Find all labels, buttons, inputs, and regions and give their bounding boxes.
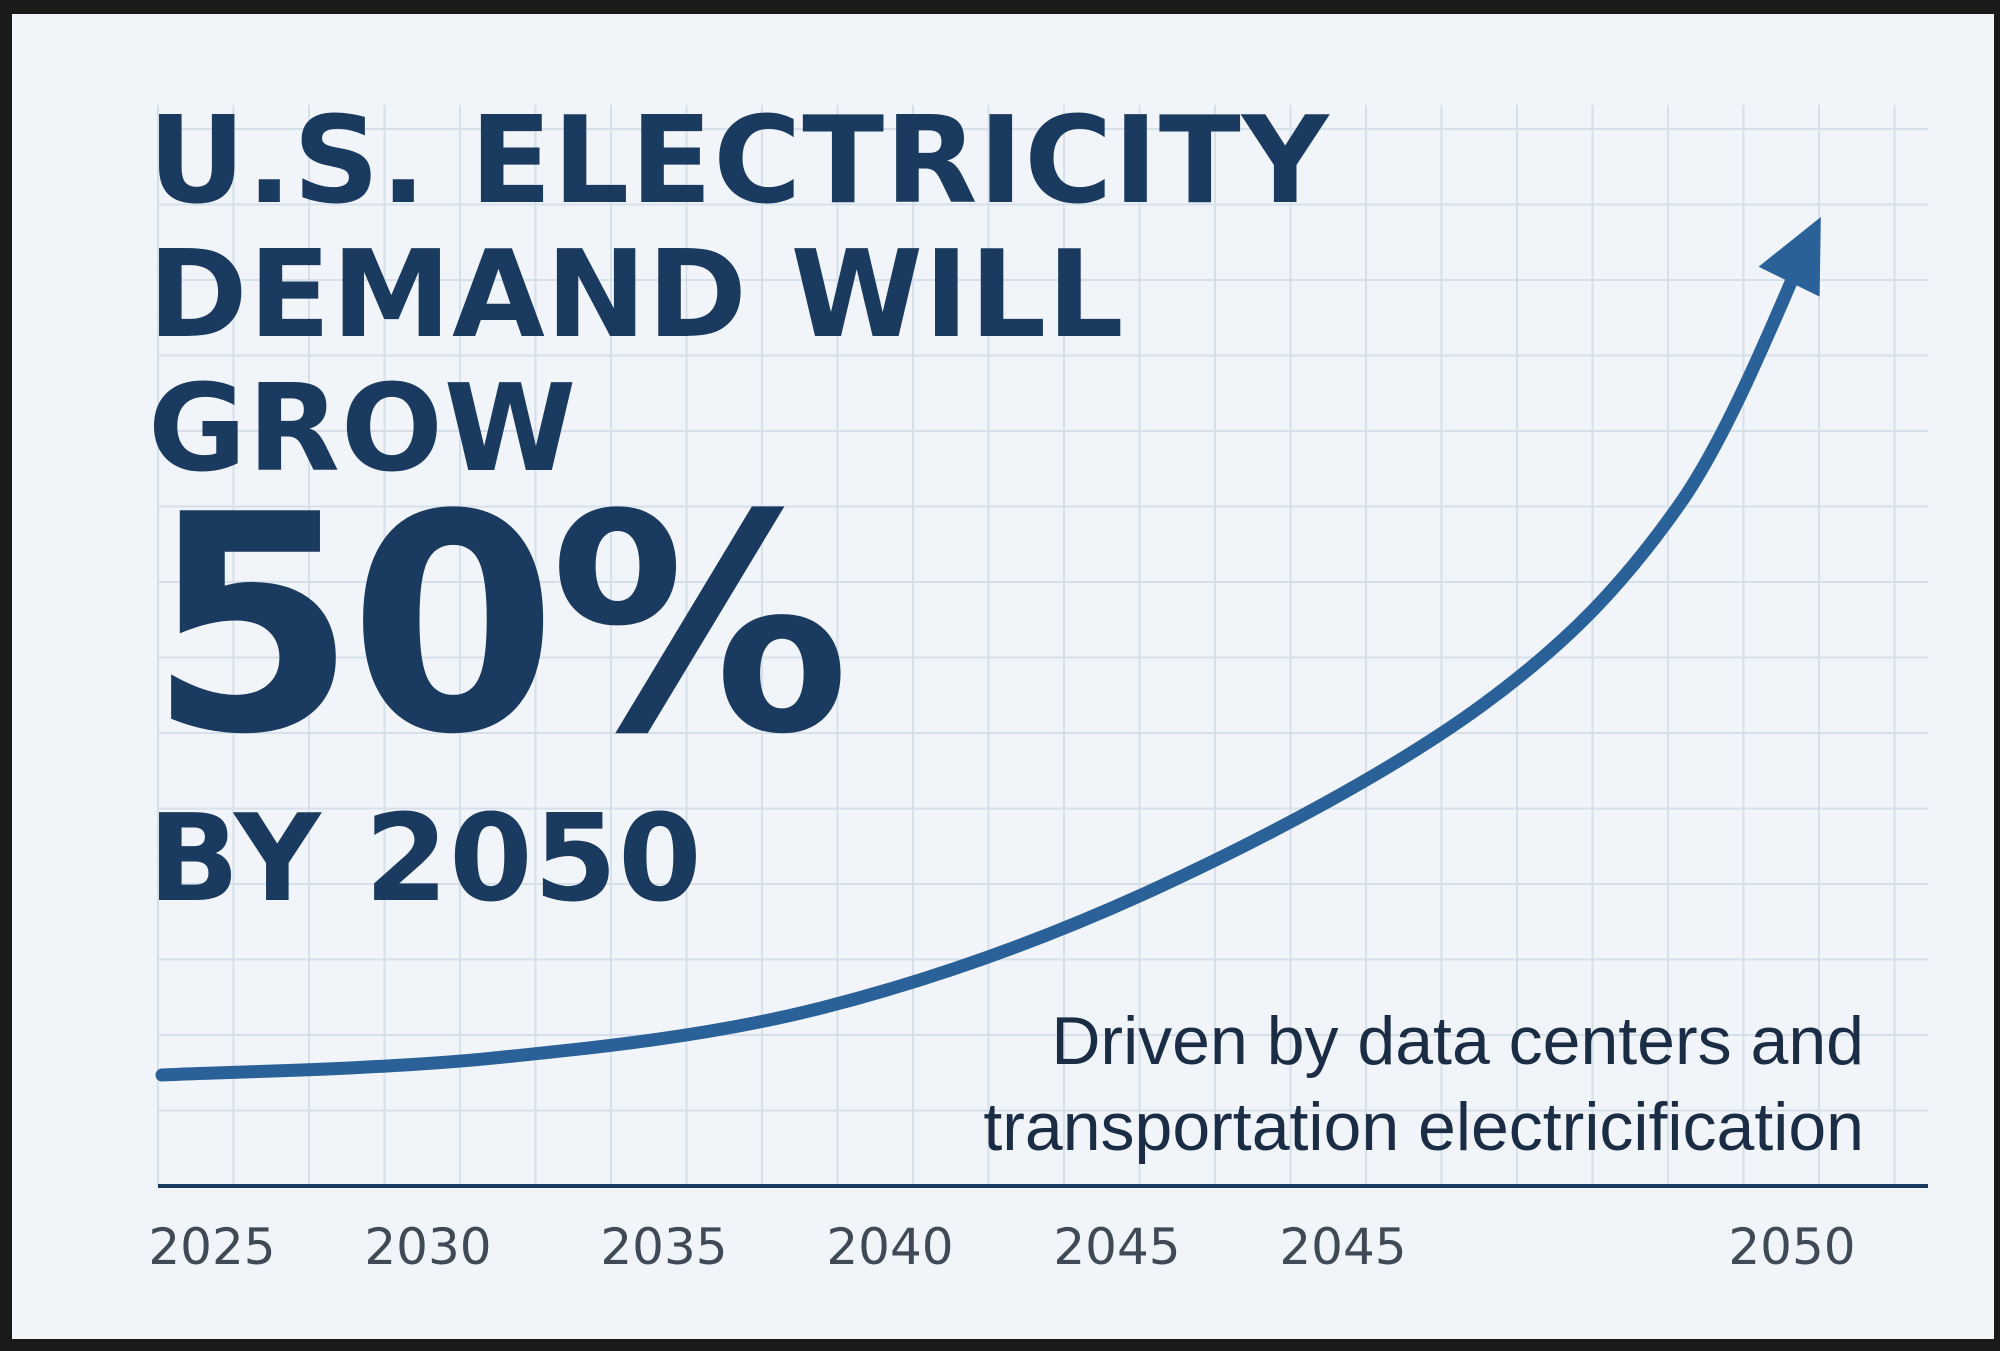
x-tick-label: 2050 [1728, 1218, 1856, 1276]
annotation-line-1: Driven by data centers and [1051, 1003, 1864, 1079]
x-tick-label: 2040 [826, 1218, 954, 1276]
x-tick-label: 2045 [1053, 1218, 1181, 1276]
headline-line-2: DEMAND WILL [148, 226, 1125, 365]
headline-line-3: GROW [148, 360, 578, 499]
headline-line-1: U.S. ELECTRICITY [148, 92, 1330, 231]
headline-line-4: BY 2050 [148, 790, 703, 929]
x-tick-label: 2035 [600, 1218, 728, 1276]
x-tick-label: 2025 [148, 1218, 276, 1276]
headline-percent: 50% [148, 451, 850, 800]
x-tick-label: 2030 [364, 1218, 492, 1276]
chart-annotation: Driven by data centers and transportatio… [983, 998, 1864, 1170]
x-tick-label: 2045 [1279, 1218, 1407, 1276]
annotation-line-2: transportation electricification [983, 1089, 1864, 1165]
